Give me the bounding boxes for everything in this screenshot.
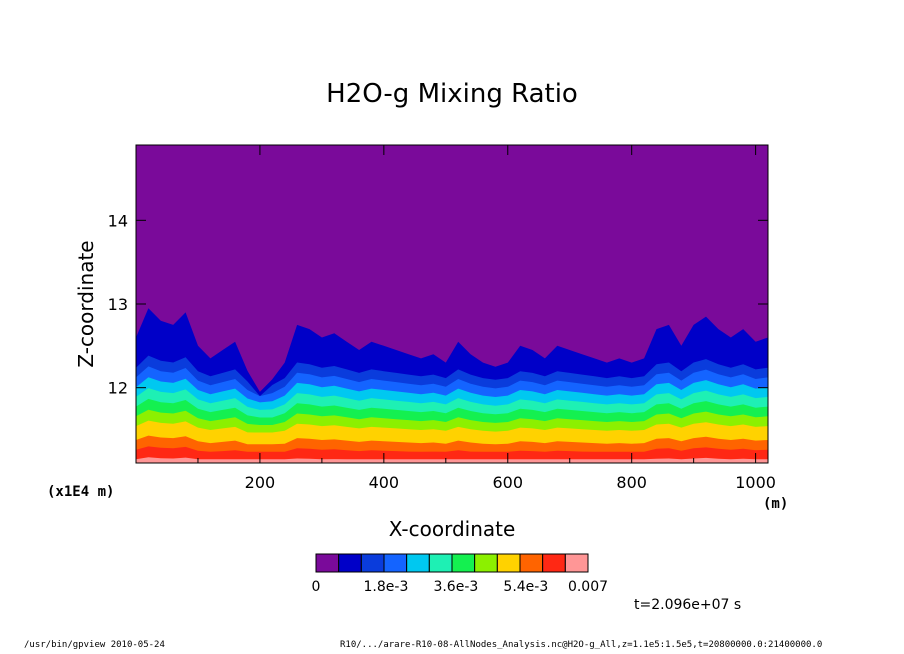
y-scale-note: (x1E4 m) <box>47 484 114 500</box>
colorbar-tick-label: 0.007 <box>568 579 608 595</box>
colorbar-cell <box>428 553 453 573</box>
x-tick-label: 1000 <box>735 473 776 492</box>
x-unit-label: (m) <box>763 496 788 512</box>
colorbar-cell <box>383 553 408 573</box>
x-axis-label: X-coordinate <box>389 517 516 541</box>
colorbar-cell <box>519 553 544 573</box>
contour-band <box>136 457 768 463</box>
contour-field <box>136 145 768 463</box>
colorbar: 0 1.8e-3 3.6e-3 5.4e-3 0.007 <box>312 553 608 595</box>
x-axis: 200 400 600 800 1000 <box>197 145 776 492</box>
footer-right: R10/.../arare-R10-08-AllNodes_Analysis.n… <box>340 640 823 650</box>
colorbar-cell <box>451 553 476 573</box>
colorbar-tick-label: 5.4e-3 <box>503 579 548 595</box>
y-axis: 12 13 14 <box>108 211 768 398</box>
time-label: t=2.096e+07 s <box>634 597 741 613</box>
x-tick-label: 600 <box>492 473 523 492</box>
colorbar-cell <box>564 553 589 573</box>
colorbar-cell <box>315 553 340 573</box>
colorbar-cell <box>360 553 385 573</box>
colorbar-tick-label: 0 <box>312 579 321 595</box>
colorbar-cell <box>496 553 521 573</box>
colorbar-cell <box>542 553 566 573</box>
colorbar-tick-label: 1.8e-3 <box>364 579 409 595</box>
chart-title: H2O-g Mixing Ratio <box>326 79 578 109</box>
x-tick-label: 800 <box>616 473 647 492</box>
footer-left: /usr/bin/gpview 2010-05-24 <box>24 640 165 650</box>
y-tick-label: 14 <box>108 211 128 230</box>
colorbar-tick-label: 3.6e-3 <box>433 579 478 595</box>
y-tick-label: 12 <box>108 379 128 398</box>
x-tick-label: 200 <box>245 473 276 492</box>
x-tick-label: 400 <box>369 473 400 492</box>
colorbar-cell <box>406 553 430 573</box>
y-axis-label: Z-coordinate <box>74 240 98 367</box>
colorbar-cell <box>338 553 362 573</box>
colorbar-cell <box>474 553 498 573</box>
y-tick-label: 13 <box>108 295 128 314</box>
